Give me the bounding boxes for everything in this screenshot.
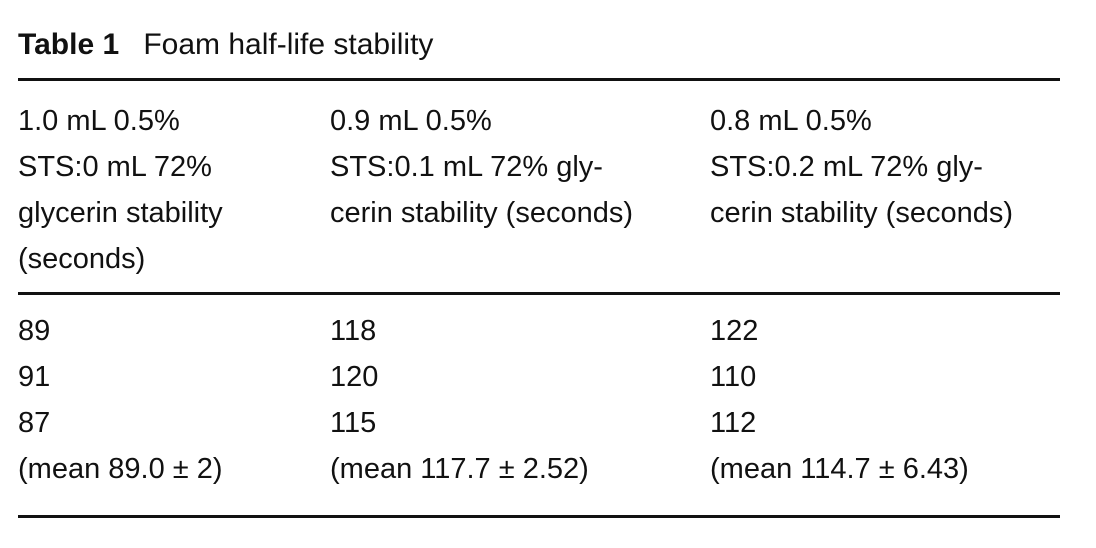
header-cell-line: (seconds) <box>18 243 146 275</box>
header-cell-line: STS:0 mL 72% <box>18 151 212 183</box>
table-cell: 122 <box>710 315 759 347</box>
table-cell: (mean 114.7 ± 6.43) <box>710 453 969 485</box>
top-rule <box>18 78 1060 81</box>
table-cell: (mean 117.7 ± 2.52) <box>330 453 589 485</box>
table-title: Table 1 Foam half-life stability <box>18 22 433 68</box>
header-cell-line: cerin stability (seconds) <box>330 197 633 229</box>
header-cell-line: glycerin stability <box>18 197 223 229</box>
table-cell: 112 <box>710 407 757 439</box>
header-cell-line: 1.0 mL 0.5% <box>18 105 180 137</box>
table-cell: 110 <box>710 361 757 393</box>
header-cell-line: STS:0.2 mL 72% gly- <box>710 151 983 183</box>
table-cell: 120 <box>330 361 379 393</box>
header-cell-line: cerin stability (seconds) <box>710 197 1013 229</box>
header-cell-line: 0.9 mL 0.5% <box>330 105 492 137</box>
header-cell-line: 0.8 mL 0.5% <box>710 105 872 137</box>
bottom-rule <box>18 515 1060 518</box>
table-cell: 89 <box>18 315 51 347</box>
table-cell: 115 <box>330 407 377 439</box>
table-label: Table 1 <box>18 28 120 61</box>
table-cell: 91 <box>18 361 51 393</box>
header-cell-line: STS:0.1 mL 72% gly- <box>330 151 603 183</box>
table-caption: Foam half-life stability <box>143 28 434 61</box>
table-cell: 87 <box>18 407 51 439</box>
table-cell: (mean 89.0 ± 2) <box>18 453 223 485</box>
table-cell: 118 <box>330 315 377 347</box>
header-rule <box>18 292 1060 295</box>
